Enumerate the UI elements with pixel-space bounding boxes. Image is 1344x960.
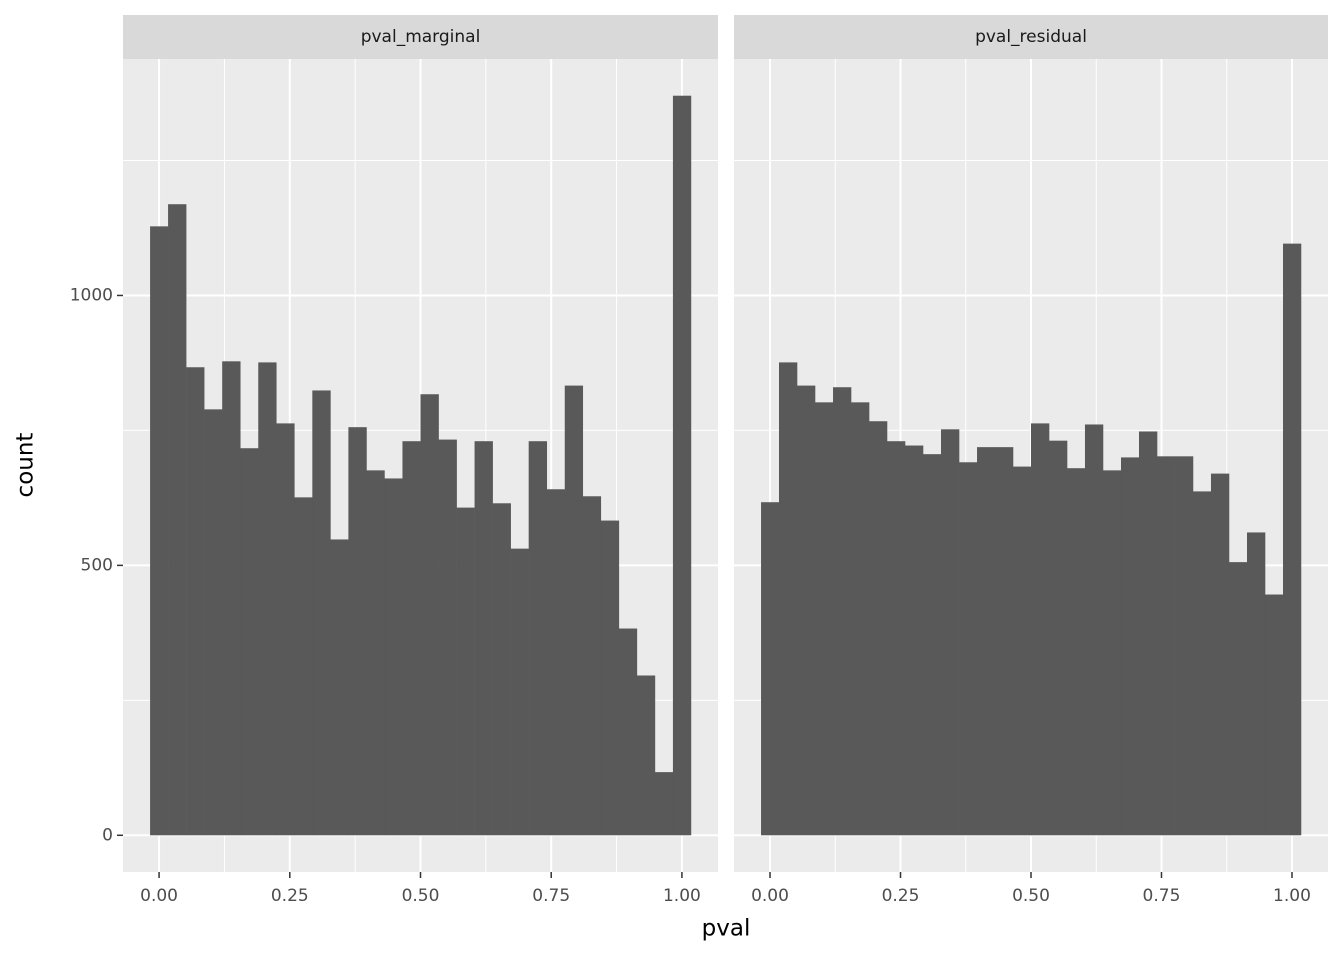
bar: [528, 441, 548, 836]
y-axis-title: count: [13, 433, 39, 498]
bar: [1067, 468, 1086, 836]
bar: [1246, 532, 1266, 836]
bar: [654, 772, 674, 836]
strip-label: pval_residual: [975, 27, 1087, 47]
bar: [240, 448, 259, 836]
bar: [168, 204, 187, 836]
y-tick-label: 1000: [70, 285, 113, 305]
bar: [492, 503, 511, 836]
bar: [923, 454, 942, 836]
x-tick-label: 0.50: [1012, 886, 1050, 906]
x-tick-label: 0.75: [1143, 886, 1181, 906]
x-tick-label: 0.75: [532, 886, 570, 906]
bar: [1031, 423, 1050, 836]
bar: [977, 447, 996, 836]
bar: [1283, 243, 1302, 836]
bar: [312, 390, 331, 836]
bar: [456, 507, 475, 836]
bar: [1138, 431, 1158, 836]
bar: [1175, 456, 1194, 836]
bar: [1012, 466, 1032, 836]
bar: [761, 502, 780, 836]
bar: [600, 520, 620, 836]
x-tick-label: 0.00: [140, 886, 178, 906]
bar: [778, 362, 798, 836]
bar: [258, 362, 277, 836]
x-tick-label: 1.00: [1273, 886, 1311, 906]
bar: [1120, 457, 1140, 836]
y-tick-label: 0: [102, 825, 113, 845]
bar: [204, 409, 223, 836]
bar: [420, 394, 439, 836]
bar: [222, 361, 241, 836]
bar: [1192, 491, 1212, 836]
bar: [1228, 562, 1248, 836]
bar: [546, 489, 566, 836]
bar: [833, 387, 852, 836]
bar: [1264, 594, 1284, 836]
bar: [636, 675, 656, 836]
x-tick-label: 0.00: [751, 886, 789, 906]
y-tick-label: 500: [81, 555, 113, 575]
bar: [618, 628, 638, 836]
bar: [510, 548, 529, 836]
bar: [474, 441, 493, 836]
x-tick-label: 0.25: [882, 886, 920, 906]
bar: [941, 429, 960, 836]
bar: [186, 367, 205, 836]
bar: [276, 423, 295, 836]
x-axis-title: pval: [702, 916, 751, 942]
bar: [959, 462, 978, 836]
x-tick-label: 0.50: [402, 886, 440, 906]
bar: [1210, 473, 1230, 836]
bar: [348, 427, 367, 836]
bar: [438, 439, 457, 836]
bar: [904, 445, 924, 836]
bar: [1049, 440, 1068, 836]
bar: [564, 385, 584, 836]
bar: [582, 496, 602, 836]
bar: [994, 447, 1014, 836]
bar: [294, 497, 313, 836]
bar: [1102, 470, 1122, 836]
bar: [1157, 456, 1176, 836]
strip: [123, 15, 718, 59]
x-tick-label: 1.00: [663, 886, 701, 906]
x-tick-label: 0.25: [271, 886, 309, 906]
bar: [815, 402, 834, 836]
bar: [886, 441, 906, 836]
strip: [734, 15, 1328, 59]
bar: [150, 226, 169, 836]
bar: [384, 478, 403, 836]
strip-label: pval_marginal: [361, 27, 481, 47]
bar: [797, 385, 816, 836]
bar: [672, 95, 692, 836]
bar: [1084, 424, 1104, 836]
bar: [402, 441, 421, 836]
bar: [869, 421, 888, 836]
bar: [851, 402, 870, 836]
bar: [366, 470, 385, 836]
bar: [330, 539, 349, 836]
